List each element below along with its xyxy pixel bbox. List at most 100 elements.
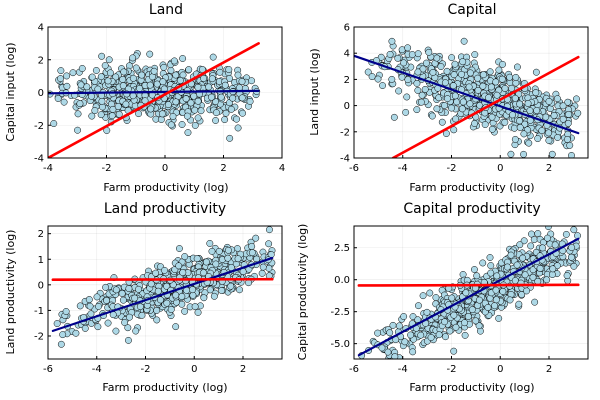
scatter-point <box>394 54 402 62</box>
scatter-point <box>146 50 154 58</box>
scatter-point <box>248 77 256 85</box>
scatter-point <box>545 129 553 137</box>
blue-fit-line <box>48 89 260 95</box>
scatter-point <box>495 314 503 322</box>
scatter-point <box>543 276 551 284</box>
scatter-point <box>554 134 562 141</box>
scatter-point <box>548 271 556 278</box>
scatter-point <box>501 118 509 126</box>
scatter-point <box>183 112 191 120</box>
scatter-point <box>92 67 100 74</box>
blue-fit-line <box>51 256 274 332</box>
scatter-point <box>147 280 155 288</box>
scatter-point <box>395 322 403 330</box>
scatter-point <box>448 294 456 302</box>
scatter-point <box>72 329 80 337</box>
scatter-point <box>441 102 448 109</box>
scatter-point <box>464 313 472 320</box>
scatter-point <box>112 286 120 294</box>
scatter-point <box>234 71 242 79</box>
scatter-point <box>200 75 208 82</box>
scatter-point <box>95 302 102 310</box>
scatter-point <box>374 329 382 337</box>
scatter-point <box>451 60 459 68</box>
scatter-point <box>222 109 230 117</box>
scatter-point <box>78 65 86 72</box>
scatter-point <box>119 296 127 304</box>
scatter-point <box>573 95 580 103</box>
y-axis-label: Land productivity (log) <box>4 230 17 355</box>
y-tick-label: -4 <box>34 154 44 165</box>
y-tick-label: 4 <box>344 49 350 60</box>
scatter-point <box>532 89 540 97</box>
y-axis-label: Capital productivity (log) <box>296 224 309 361</box>
scatter-point <box>419 292 427 300</box>
scatter-point <box>501 85 509 92</box>
scatter-point <box>508 84 516 92</box>
scatter-point <box>88 112 96 120</box>
scatter-point <box>441 318 449 326</box>
scatter-point <box>206 286 214 294</box>
scatter-point <box>414 86 422 94</box>
x-tick-label: 0 <box>162 163 168 174</box>
scatter-point <box>138 71 146 79</box>
scatter-point <box>516 241 524 249</box>
scatter-point <box>499 60 506 68</box>
scatter-point <box>523 287 530 295</box>
scatter-point <box>59 331 67 339</box>
scatter-point <box>422 59 430 67</box>
scatter-point <box>498 75 506 83</box>
scatter-point <box>119 75 127 83</box>
x-tick-label: 2 <box>240 364 246 375</box>
scatter-point <box>124 324 132 332</box>
scatter-series <box>48 50 261 142</box>
scatter-point <box>238 78 246 85</box>
scatter-point <box>404 76 412 84</box>
scatter-point <box>124 336 132 344</box>
scatter-point <box>239 109 246 117</box>
scatter-point <box>157 116 165 123</box>
scatter-point <box>516 117 524 125</box>
scatter-point <box>208 93 215 101</box>
scatter-point <box>426 289 434 297</box>
x-tick-label: -4 <box>92 364 102 375</box>
scatter-point <box>252 234 260 242</box>
scatter-point <box>536 265 544 272</box>
scatter-point <box>452 115 460 123</box>
scatter-point <box>175 245 183 252</box>
scatter-point <box>158 110 166 118</box>
scatter-point <box>484 304 492 311</box>
scatter-point <box>511 277 519 285</box>
scatter-point <box>390 113 398 121</box>
scatter-point <box>524 100 532 107</box>
scatter-point <box>446 327 454 335</box>
scatter-point <box>205 83 213 91</box>
scatter-point <box>387 360 393 366</box>
scatter-point <box>216 68 224 76</box>
scatter-point <box>200 294 208 302</box>
y-tick-label: -2 <box>34 121 44 132</box>
scatter-point <box>520 130 528 138</box>
scatter-point <box>81 324 89 332</box>
panel-title: Capital productivity <box>403 201 540 217</box>
scatter-point <box>458 105 466 113</box>
scatter-point <box>194 309 202 316</box>
scatter-point <box>378 344 386 352</box>
scatter-point <box>182 95 190 103</box>
scatter-point <box>423 308 431 316</box>
scatter-point <box>407 331 415 339</box>
scatter-point <box>169 113 177 120</box>
scatter-point <box>528 159 534 165</box>
scatter-point <box>470 266 478 273</box>
scatter-point <box>125 285 133 293</box>
panel-land: Land Farm productivity (log) Capital inp… <box>4 2 285 194</box>
scatter-point <box>226 134 234 142</box>
scatter-point <box>449 82 457 90</box>
scatter-point <box>499 287 507 295</box>
blue-fit-line <box>357 237 580 357</box>
scatter-point <box>545 226 552 231</box>
scatter-point <box>236 286 243 294</box>
scatter-point <box>532 68 540 76</box>
scatter-point <box>441 79 449 87</box>
scatter-point <box>386 50 394 58</box>
